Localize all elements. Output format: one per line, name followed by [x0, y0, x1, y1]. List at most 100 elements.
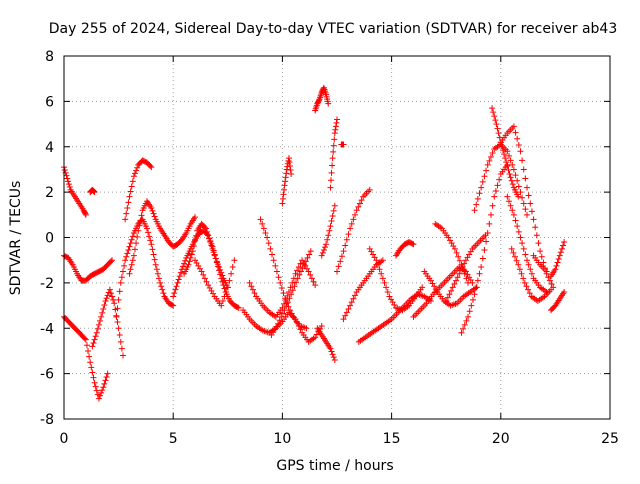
data-point — [284, 163, 291, 170]
data-point — [289, 279, 296, 286]
data-point — [218, 302, 225, 309]
data-point — [451, 281, 458, 288]
data-point — [307, 248, 314, 255]
data-point — [533, 232, 540, 239]
data-point — [492, 187, 499, 194]
data-series — [318, 202, 338, 259]
data-point — [293, 279, 300, 286]
data-point — [378, 270, 385, 277]
data-point — [170, 293, 177, 300]
data-point — [463, 275, 470, 282]
data-point — [185, 261, 192, 268]
x-tick-label: 20 — [492, 431, 510, 447]
data-point — [348, 220, 355, 227]
data-point — [188, 251, 195, 258]
data-point — [491, 193, 498, 200]
data-point — [100, 384, 107, 391]
data-point — [338, 253, 345, 260]
data-point — [514, 135, 521, 142]
data-point — [90, 339, 97, 346]
data-point — [515, 193, 522, 200]
data-point — [91, 336, 98, 343]
data-point — [350, 295, 357, 302]
data-point — [503, 159, 510, 166]
data-point — [347, 302, 354, 309]
data-point — [279, 310, 286, 317]
data-point — [97, 317, 104, 324]
data-point — [160, 290, 167, 297]
data-series — [61, 252, 116, 284]
data-point — [449, 284, 456, 291]
data-point — [116, 332, 123, 339]
data-point — [552, 266, 559, 273]
data-point — [481, 173, 488, 180]
data-point — [125, 199, 132, 206]
data-point — [122, 257, 129, 264]
data-point — [248, 283, 255, 290]
data-point — [150, 251, 157, 258]
data-point — [219, 272, 226, 279]
data-point — [131, 246, 138, 253]
data-point — [524, 257, 531, 264]
data-point — [296, 271, 303, 278]
data-point — [122, 216, 129, 223]
data-point — [99, 309, 106, 316]
data-point — [522, 206, 529, 213]
data-point — [484, 161, 491, 168]
data-point — [288, 291, 295, 298]
data-point — [381, 279, 388, 286]
data-point — [124, 250, 131, 257]
data-point — [107, 290, 114, 297]
data-point — [150, 210, 157, 217]
data-point — [206, 235, 213, 242]
data-point — [495, 130, 502, 137]
data-point — [490, 109, 497, 116]
data-point — [226, 277, 233, 284]
chart-title: Day 255 of 2024, Sidereal Day-to-day VTE… — [49, 21, 618, 37]
data-point — [319, 249, 326, 256]
data-point — [321, 244, 328, 251]
data-point — [287, 307, 294, 314]
data-point — [526, 290, 533, 297]
data-point — [98, 313, 105, 320]
data-point — [107, 258, 114, 265]
data-point — [509, 207, 516, 214]
data-point — [446, 291, 453, 298]
data-point — [117, 279, 124, 286]
data-point — [443, 298, 450, 305]
data-point — [345, 231, 352, 238]
data-point — [219, 298, 226, 305]
data-point — [217, 266, 224, 273]
data-point — [187, 254, 194, 261]
data-point — [246, 279, 253, 286]
data-point — [114, 319, 121, 326]
data-point — [82, 336, 89, 343]
data-point — [484, 229, 491, 236]
data-point — [272, 262, 279, 269]
data-point — [257, 216, 264, 223]
y-tick-label: 8 — [45, 49, 54, 65]
data-point — [458, 329, 465, 336]
data-point — [279, 195, 286, 202]
data-point — [520, 245, 527, 252]
data-point — [327, 177, 334, 184]
data-point — [471, 207, 478, 214]
data-point — [327, 223, 334, 230]
data-point — [286, 159, 293, 166]
data-point — [325, 232, 332, 239]
data-point — [366, 186, 373, 193]
data-point — [324, 236, 331, 243]
data-point — [328, 218, 335, 225]
data-point — [221, 293, 228, 300]
data-point — [514, 223, 521, 230]
data-point — [548, 286, 555, 293]
data-point — [347, 225, 354, 232]
data-point — [474, 195, 481, 202]
data-point — [171, 290, 178, 297]
data-point — [516, 266, 523, 273]
data-point — [461, 321, 468, 328]
data-point — [116, 288, 123, 295]
data-point — [505, 198, 512, 205]
